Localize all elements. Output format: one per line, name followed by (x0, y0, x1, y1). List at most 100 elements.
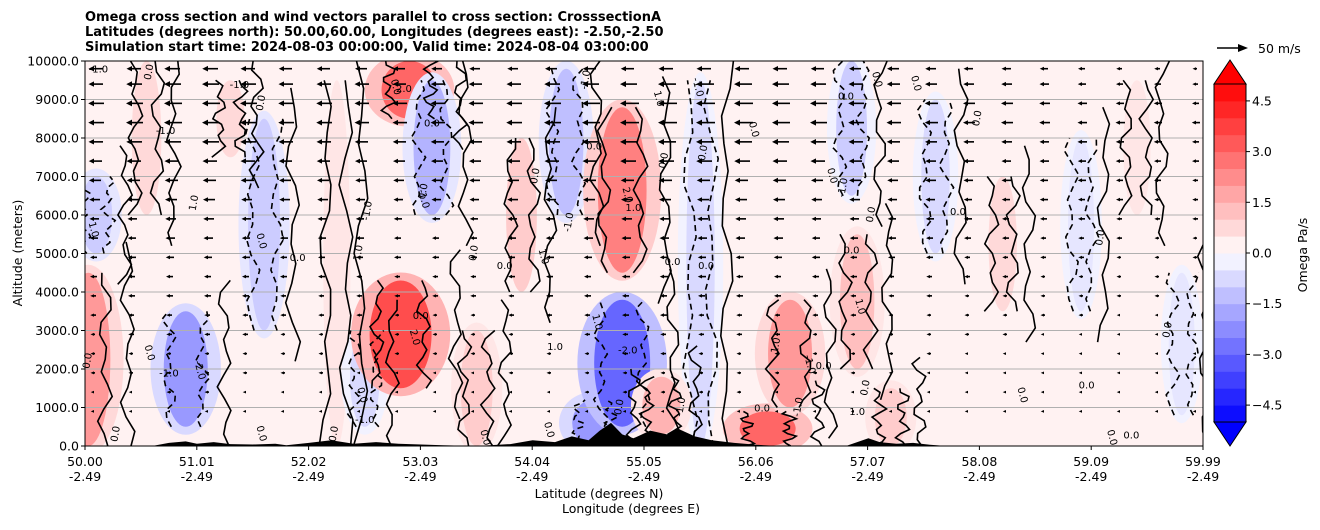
wind-vector-head (1192, 82, 1196, 86)
wind-vector-head (697, 197, 702, 202)
wind-vector-head (1077, 101, 1082, 106)
wind-vector-head (1154, 390, 1158, 394)
wind-vector-head (1192, 159, 1196, 163)
wind-vector-head (240, 158, 246, 164)
wind-vector-head (1001, 139, 1006, 145)
x-tick-label-lon: -2.49 (1187, 469, 1219, 484)
wind-vector-head (278, 119, 284, 126)
wind-vector-head (280, 371, 284, 375)
wind-vector-head (278, 81, 284, 87)
wind-vector-head (316, 81, 322, 87)
wind-vector-head (1192, 333, 1196, 336)
negative-contour (916, 99, 933, 254)
zero-contour (911, 356, 927, 446)
wind-vector-head (850, 410, 854, 413)
wind-vector-head (1077, 139, 1082, 144)
wind-vector-head (1154, 197, 1158, 202)
colorbar-level (1214, 337, 1246, 355)
wind-vector-head (546, 352, 550, 356)
colorbar-level (1214, 405, 1246, 423)
wind-vector-head (696, 66, 702, 72)
wind-vector-head (544, 139, 550, 145)
wind-vector-head (964, 390, 968, 394)
wind-vector-head (698, 332, 702, 336)
wind-vector-head (888, 274, 892, 279)
omega-band (768, 299, 813, 408)
wind-vector-head (658, 158, 664, 164)
wind-vector-head (697, 255, 702, 260)
wind-vector-head (508, 313, 512, 317)
x-tick-label-lat: 54.04 (514, 454, 550, 469)
wind-vector-head (394, 274, 398, 279)
wind-vector-head (697, 274, 702, 279)
wind-vector-head (963, 66, 968, 71)
wind-vector-head (1116, 217, 1120, 221)
wind-vector-head (1040, 294, 1044, 298)
contour-label: -1.0 (89, 65, 109, 76)
wind-vector-head (1153, 120, 1158, 125)
wind-vector-head (90, 371, 94, 375)
wind-vector-head (925, 81, 930, 87)
contour-label: 2.0 (407, 328, 422, 346)
wind-vector-head (620, 138, 626, 145)
colorbar-level (1214, 168, 1246, 186)
wind-vector-head (165, 236, 170, 241)
wind-vector-head (280, 255, 284, 260)
wind-vector-head (242, 332, 246, 336)
wind-vectors (88, 65, 1200, 413)
wind-vector-head (1116, 236, 1120, 240)
wind-vector-head (584, 332, 588, 336)
positive-contour (211, 79, 227, 158)
wind-vector-head (774, 332, 778, 336)
wind-vector-head (1154, 178, 1158, 183)
wind-vector-head (584, 274, 588, 279)
wind-vector-head (241, 236, 246, 241)
wind-vector-head (772, 81, 778, 88)
y-tick-label: 8000.0 (35, 131, 79, 146)
wind-vector-head (354, 139, 360, 145)
wind-vector-head (127, 216, 132, 221)
vector-key-arrowhead (1238, 44, 1248, 52)
contour-label: 0.0 (1094, 229, 1108, 247)
omega-band (549, 68, 584, 215)
wind-vector-head (165, 255, 170, 260)
wind-vector-head (1078, 294, 1082, 298)
contour-label: -1.0 (415, 188, 431, 210)
wind-vector-head (582, 138, 588, 145)
wind-vector-head (280, 410, 284, 413)
negative-contour (410, 80, 427, 216)
wind-vector-head (660, 351, 664, 356)
wind-vector-head (925, 197, 930, 202)
negative-contour (194, 311, 212, 428)
wind-vector-head (810, 139, 816, 145)
wind-vector-head (582, 66, 588, 72)
wind-vector-head (546, 371, 550, 375)
wind-vector-head (620, 158, 626, 164)
wind-vector-head (620, 100, 626, 107)
contour-label: -1.0 (801, 354, 817, 376)
x-tick-label-lat: 57.07 (850, 454, 886, 469)
zero-contour (248, 61, 265, 189)
wind-vector-head (772, 100, 778, 107)
zero-contour (165, 61, 182, 247)
wind-vector-head (242, 313, 246, 317)
wind-vector-head (1002, 332, 1006, 336)
wind-vector-head (1001, 197, 1006, 202)
contour-label: 0.0 (477, 429, 492, 447)
wind-vector-head (316, 66, 322, 72)
negative-contour (603, 399, 621, 446)
wind-vector-head (1116, 352, 1120, 355)
omega-band (988, 176, 1017, 312)
positive-contour (739, 410, 757, 446)
wind-vector-head (1115, 101, 1120, 106)
wind-vector-head (356, 371, 360, 375)
wind-vector-head (1191, 120, 1196, 125)
wind-vector-head (126, 119, 132, 126)
positive-contour (894, 388, 911, 446)
x-tick-label-lon: -2.49 (628, 469, 660, 484)
wind-vector-head (508, 332, 512, 336)
wind-vector-head (1192, 67, 1196, 71)
contour-label: 1.0 (188, 194, 202, 212)
wind-vector-head (1040, 352, 1044, 355)
positive-contour (862, 234, 879, 370)
